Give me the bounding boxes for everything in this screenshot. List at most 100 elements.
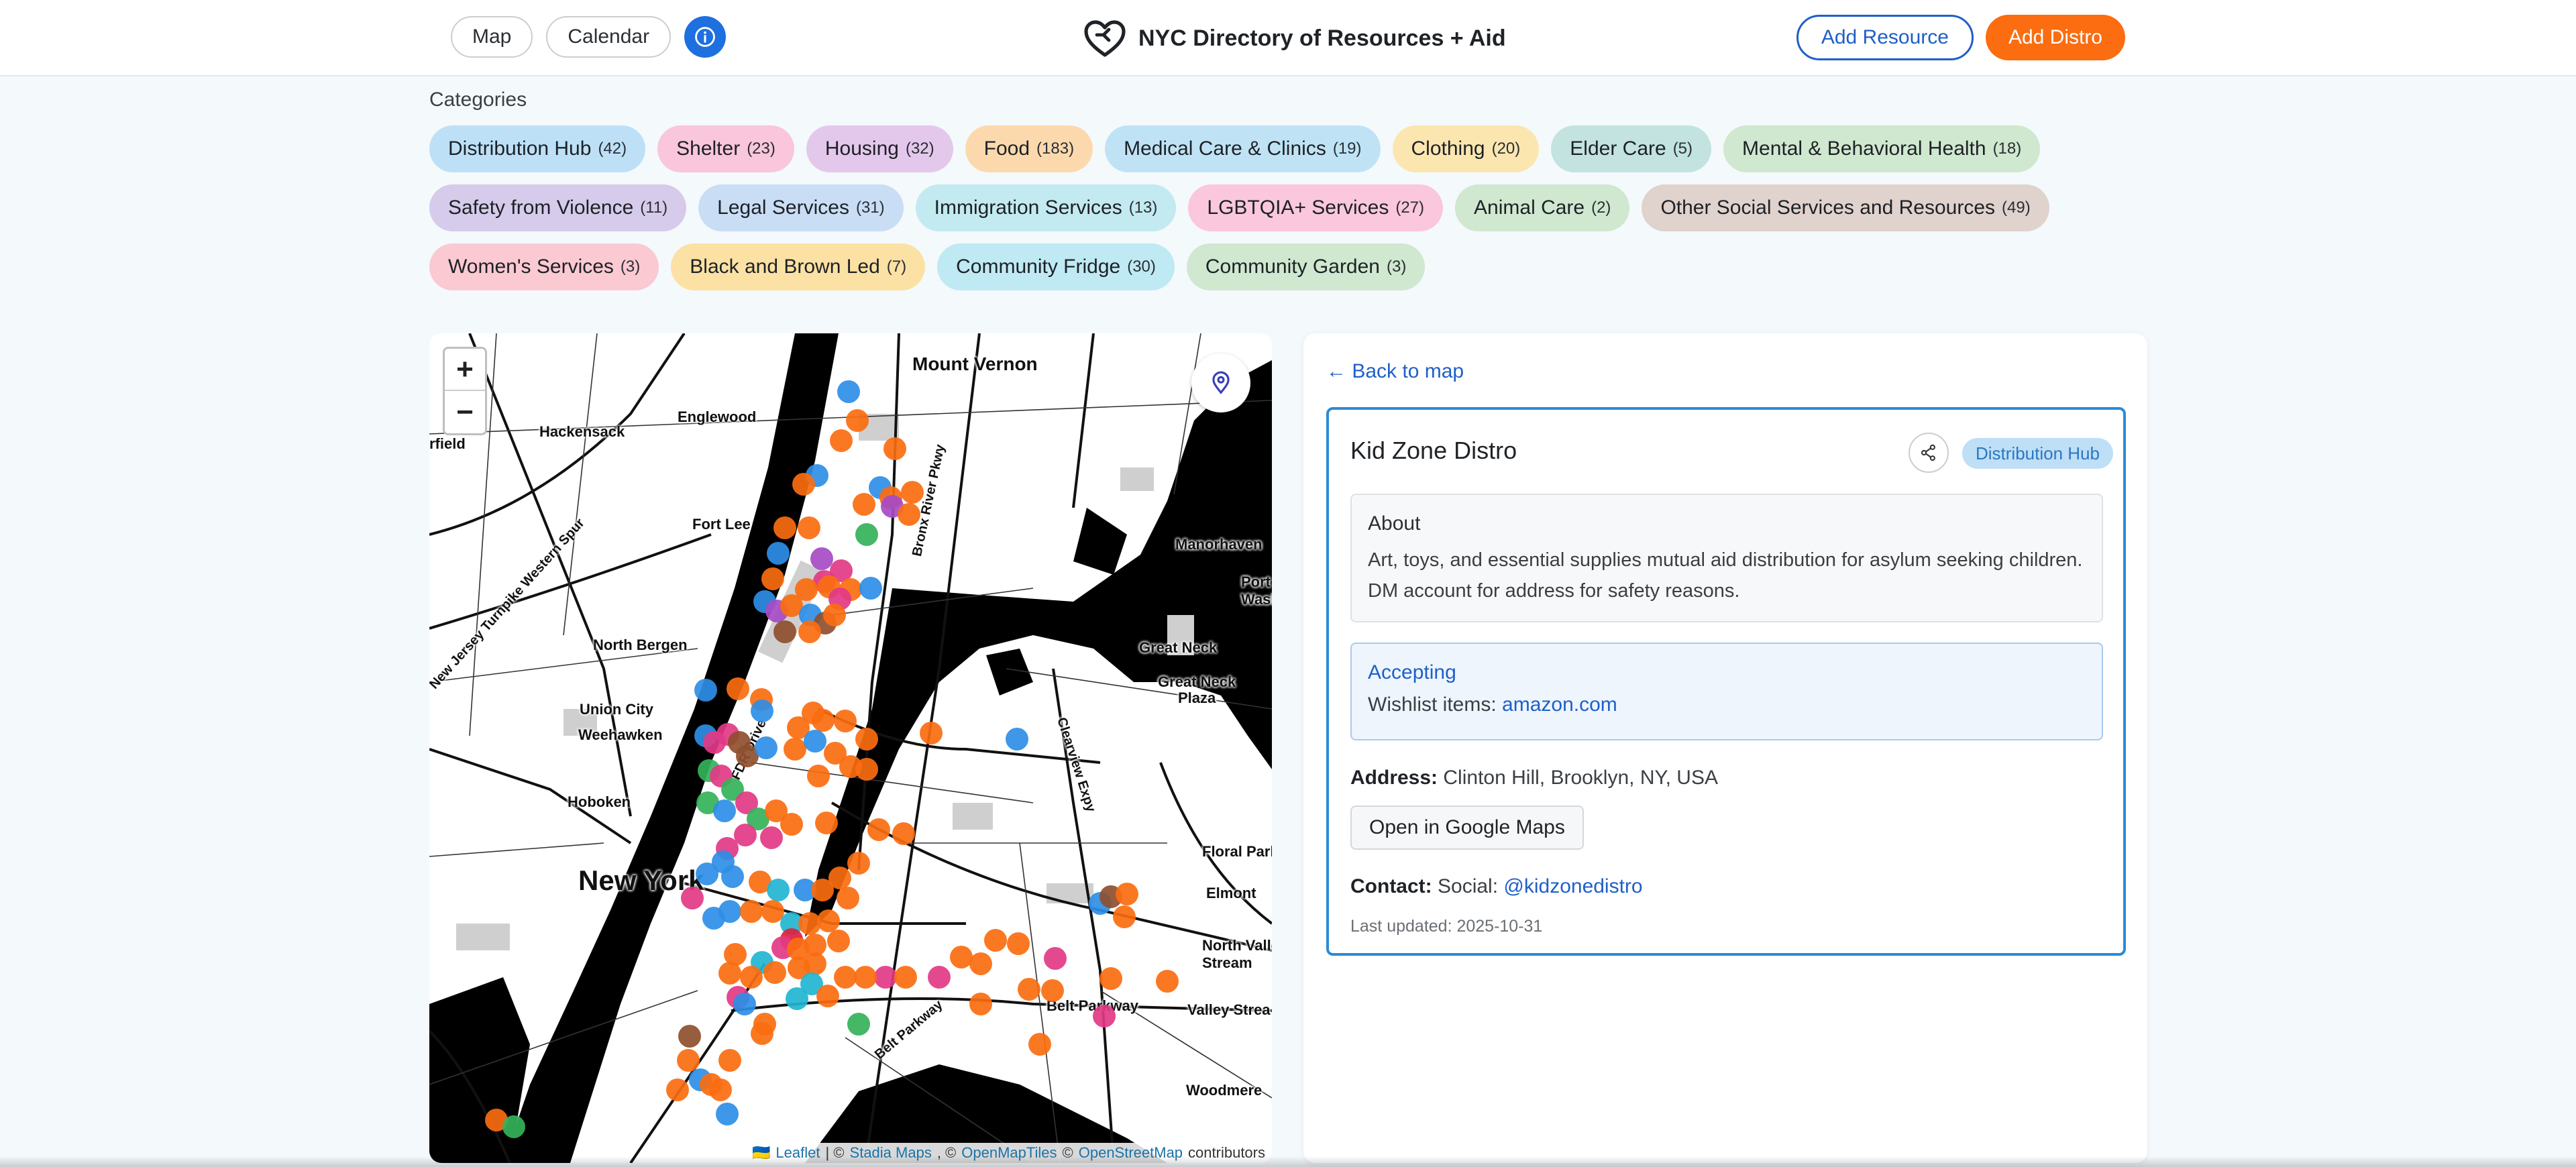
map-marker[interactable]	[718, 900, 741, 923]
map-marker[interactable]	[855, 758, 878, 781]
map-marker[interactable]	[1018, 978, 1040, 1001]
map-marker[interactable]	[834, 966, 857, 989]
map-marker[interactable]	[969, 993, 992, 1015]
map-marker[interactable]	[874, 966, 897, 989]
resource-map[interactable]: + − Mount Vernon Hackensack Englewood rf…	[429, 333, 1272, 1163]
map-marker[interactable]	[502, 1115, 525, 1138]
category-chip[interactable]: LGBTQIA+ Services (27)	[1188, 184, 1444, 231]
category-chip[interactable]: Immigration Services (13)	[915, 184, 1177, 231]
map-marker[interactable]	[901, 481, 924, 504]
map-marker[interactable]	[1156, 970, 1179, 993]
map-marker[interactable]	[854, 966, 877, 989]
map-marker[interactable]	[798, 620, 821, 643]
map-marker[interactable]	[1113, 905, 1136, 928]
stadia-maps-link[interactable]: Stadia Maps	[849, 1144, 932, 1161]
category-chip[interactable]: Community Fridge (30)	[937, 243, 1175, 290]
map-marker[interactable]	[817, 909, 840, 932]
openmaptiles-link[interactable]: OpenMapTiles	[961, 1144, 1057, 1161]
map-marker[interactable]	[812, 709, 835, 732]
map-marker[interactable]	[751, 1022, 773, 1045]
map-marker[interactable]	[740, 966, 763, 989]
contact-social-link[interactable]: @kidzonedistro	[1503, 875, 1643, 897]
map-marker[interactable]	[760, 826, 783, 849]
map-marker[interactable]	[740, 900, 763, 923]
map-marker[interactable]	[859, 577, 882, 600]
map-marker[interactable]	[892, 822, 915, 845]
back-to-map-link[interactable]: ← Back to map	[1326, 360, 1464, 382]
map-marker[interactable]	[834, 710, 857, 732]
category-chip[interactable]: Women's Services (3)	[429, 243, 659, 290]
map-marker[interactable]	[780, 813, 803, 836]
map-marker[interactable]	[804, 730, 826, 753]
map-marker[interactable]	[677, 1049, 700, 1072]
map-marker[interactable]	[718, 1049, 741, 1072]
add-distro-button[interactable]: Add Distro	[1985, 15, 2125, 60]
zoom-out-button[interactable]: −	[456, 395, 474, 429]
map-marker[interactable]	[847, 852, 870, 875]
category-chip[interactable]: Housing (32)	[806, 125, 953, 172]
map-marker[interactable]	[696, 863, 718, 885]
share-button[interactable]	[1909, 433, 1949, 473]
map-marker[interactable]	[823, 604, 846, 626]
locate-me-button[interactable]	[1191, 353, 1250, 412]
category-chip[interactable]: Community Garden (3)	[1186, 243, 1426, 290]
map-marker[interactable]	[928, 966, 951, 989]
map-marker[interactable]	[804, 952, 826, 975]
map-marker[interactable]	[984, 929, 1007, 952]
add-resource-button[interactable]: Add Resource	[1796, 15, 1974, 60]
category-chip[interactable]: Black and Brown Led (7)	[671, 243, 926, 290]
category-chip[interactable]: Animal Care (2)	[1455, 184, 1630, 231]
map-marker[interactable]	[721, 865, 744, 888]
map-marker[interactable]	[763, 961, 786, 984]
map-marker[interactable]	[734, 824, 757, 846]
map-marker[interactable]	[709, 1078, 732, 1101]
category-chip[interactable]: Medical Care & Clinics (19)	[1105, 125, 1381, 172]
map-marker[interactable]	[827, 930, 850, 952]
map-marker[interactable]	[853, 493, 875, 516]
map-marker[interactable]	[846, 409, 869, 432]
map-marker[interactable]	[678, 1025, 701, 1048]
calendar-view-button[interactable]: Calendar	[546, 16, 672, 58]
map-marker[interactable]	[883, 437, 906, 460]
map-marker[interactable]	[855, 728, 878, 751]
map-marker[interactable]	[767, 879, 790, 901]
map-marker[interactable]	[950, 946, 973, 968]
map-marker[interactable]	[1044, 947, 1067, 970]
map-marker[interactable]	[767, 542, 790, 565]
map-marker[interactable]	[694, 679, 717, 702]
map-marker[interactable]	[1006, 728, 1028, 751]
leaflet-link[interactable]: Leaflet	[775, 1144, 820, 1161]
map-marker[interactable]	[807, 765, 830, 787]
map-marker[interactable]	[716, 1103, 739, 1125]
openstreetmap-link[interactable]: OpenStreetMap	[1078, 1144, 1183, 1161]
category-chip[interactable]: Mental & Behavioral Health (18)	[1723, 125, 2041, 172]
map-marker[interactable]	[811, 879, 834, 901]
map-marker[interactable]	[855, 523, 878, 546]
category-chip[interactable]: Shelter (23)	[657, 125, 794, 172]
map-marker[interactable]	[830, 429, 853, 452]
category-chip[interactable]: Other Social Services and Resources (49)	[1642, 184, 2049, 231]
info-button[interactable]	[684, 16, 727, 58]
map-marker[interactable]	[733, 993, 756, 1015]
category-chip[interactable]: Legal Services (31)	[698, 184, 904, 231]
map-marker[interactable]	[816, 985, 839, 1007]
map-marker[interactable]	[969, 952, 992, 975]
map-marker[interactable]	[920, 722, 943, 744]
map-marker[interactable]	[786, 987, 808, 1010]
map-marker[interactable]	[666, 1078, 689, 1101]
site-title[interactable]: NYC Directory of Resources + Aid	[1083, 17, 1506, 59]
map-marker[interactable]	[798, 516, 820, 539]
map-marker[interactable]	[784, 738, 806, 761]
map-marker[interactable]	[1099, 967, 1122, 990]
map-marker[interactable]	[1116, 883, 1138, 905]
map-marker[interactable]	[773, 620, 796, 643]
map-marker[interactable]	[837, 887, 859, 909]
open-in-google-maps-button[interactable]: Open in Google Maps	[1350, 805, 1584, 850]
map-marker[interactable]	[894, 966, 917, 989]
map-marker[interactable]	[681, 887, 704, 909]
map-marker[interactable]	[898, 503, 920, 526]
zoom-in-button[interactable]: +	[445, 349, 485, 391]
map-marker[interactable]	[718, 962, 741, 985]
map-marker[interactable]	[837, 380, 860, 403]
category-chip[interactable]: Safety from Violence (11)	[429, 184, 687, 231]
